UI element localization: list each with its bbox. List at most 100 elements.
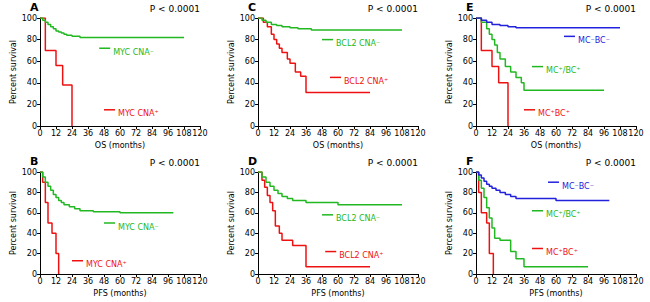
svg-text:12: 12 xyxy=(487,277,497,286)
svg-text:P < 0.0001: P < 0.0001 xyxy=(368,4,418,14)
svg-text:40: 40 xyxy=(27,78,37,87)
svg-text:100: 100 xyxy=(240,14,255,23)
svg-text:24: 24 xyxy=(503,129,513,138)
svg-text:PFS (months): PFS (months) xyxy=(529,289,582,298)
svg-text:40: 40 xyxy=(27,229,37,238)
svg-text:PFS (months): PFS (months) xyxy=(93,289,146,298)
svg-text:48: 48 xyxy=(317,277,327,286)
svg-text:0: 0 xyxy=(37,277,42,286)
svg-text:84: 84 xyxy=(583,129,593,138)
svg-text:A: A xyxy=(30,1,39,14)
svg-text:80: 80 xyxy=(463,188,473,197)
svg-text:20: 20 xyxy=(27,249,37,258)
svg-text:MC⁺/BC⁺: MC⁺/BC⁺ xyxy=(546,66,581,75)
svg-text:60: 60 xyxy=(245,57,255,66)
svg-text:MC⁺BC⁺: MC⁺BC⁺ xyxy=(538,109,570,118)
svg-text:108: 108 xyxy=(612,277,627,286)
svg-text:Percent survival: Percent survival xyxy=(445,191,454,255)
svg-text:80: 80 xyxy=(245,35,255,44)
svg-text:24: 24 xyxy=(67,129,77,138)
svg-text:36: 36 xyxy=(519,277,529,286)
svg-text:F: F xyxy=(466,155,474,168)
svg-text:96: 96 xyxy=(163,277,173,286)
svg-text:120: 120 xyxy=(410,129,425,138)
svg-text:72: 72 xyxy=(131,277,141,286)
svg-text:72: 72 xyxy=(349,277,359,286)
svg-text:72: 72 xyxy=(567,129,577,138)
svg-text:40: 40 xyxy=(245,78,255,87)
svg-text:48: 48 xyxy=(535,277,545,286)
svg-text:120: 120 xyxy=(192,129,207,138)
svg-text:100: 100 xyxy=(458,14,473,23)
svg-text:80: 80 xyxy=(27,188,37,197)
svg-text:60: 60 xyxy=(27,57,37,66)
svg-text:60: 60 xyxy=(245,208,255,217)
svg-text:84: 84 xyxy=(147,277,157,286)
svg-text:MC⁺BC⁺: MC⁺BC⁺ xyxy=(546,248,578,257)
svg-text:108: 108 xyxy=(176,129,191,138)
svg-text:60: 60 xyxy=(115,129,125,138)
svg-text:OS (months): OS (months) xyxy=(313,141,363,150)
svg-text:0: 0 xyxy=(255,129,260,138)
svg-text:60: 60 xyxy=(463,208,473,217)
svg-text:80: 80 xyxy=(245,188,255,197)
svg-text:P < 0.0001: P < 0.0001 xyxy=(586,158,636,168)
svg-text:120: 120 xyxy=(628,277,643,286)
svg-text:Percent survival: Percent survival xyxy=(445,40,454,104)
svg-text:BCL2 CNA⁺: BCL2 CNA⁺ xyxy=(344,77,388,86)
svg-text:PFS (months): PFS (months) xyxy=(311,289,364,298)
svg-text:12: 12 xyxy=(269,277,279,286)
svg-text:96: 96 xyxy=(599,277,609,286)
svg-text:120: 120 xyxy=(410,277,425,286)
svg-text:0: 0 xyxy=(32,122,37,131)
svg-text:OS (months): OS (months) xyxy=(531,141,581,150)
svg-text:96: 96 xyxy=(599,129,609,138)
svg-text:20: 20 xyxy=(245,249,255,258)
svg-text:60: 60 xyxy=(115,277,125,286)
svg-text:0: 0 xyxy=(255,277,260,286)
svg-text:20: 20 xyxy=(463,100,473,109)
svg-text:0: 0 xyxy=(473,129,478,138)
svg-text:12: 12 xyxy=(487,129,497,138)
svg-text:Percent survival: Percent survival xyxy=(9,40,18,104)
svg-text:12: 12 xyxy=(269,129,279,138)
svg-text:0: 0 xyxy=(250,270,255,279)
svg-text:0: 0 xyxy=(32,270,37,279)
svg-text:P < 0.0001: P < 0.0001 xyxy=(586,4,636,14)
svg-text:E: E xyxy=(466,1,474,14)
svg-text:0: 0 xyxy=(250,122,255,131)
svg-text:24: 24 xyxy=(67,277,77,286)
svg-text:100: 100 xyxy=(22,14,37,23)
svg-text:84: 84 xyxy=(365,129,375,138)
svg-text:48: 48 xyxy=(99,129,109,138)
svg-text:80: 80 xyxy=(463,35,473,44)
svg-text:20: 20 xyxy=(463,249,473,258)
svg-text:36: 36 xyxy=(519,129,529,138)
svg-text:MYC CNA⁻: MYC CNA⁻ xyxy=(113,48,154,57)
svg-text:B: B xyxy=(30,155,38,168)
svg-text:48: 48 xyxy=(535,129,545,138)
svg-text:24: 24 xyxy=(285,129,295,138)
svg-text:72: 72 xyxy=(349,129,359,138)
svg-text:20: 20 xyxy=(27,100,37,109)
svg-text:60: 60 xyxy=(27,208,37,217)
svg-text:MYC CNA⁺: MYC CNA⁺ xyxy=(86,260,127,269)
svg-text:84: 84 xyxy=(365,277,375,286)
svg-text:120: 120 xyxy=(192,277,207,286)
svg-text:12: 12 xyxy=(51,129,61,138)
svg-text:96: 96 xyxy=(163,129,173,138)
svg-text:60: 60 xyxy=(551,129,561,138)
svg-text:24: 24 xyxy=(285,277,295,286)
svg-text:MC⁻BC⁻: MC⁻BC⁻ xyxy=(562,182,594,191)
svg-text:0: 0 xyxy=(37,129,42,138)
svg-text:84: 84 xyxy=(583,277,593,286)
svg-text:Percent survival: Percent survival xyxy=(227,191,236,255)
svg-text:P < 0.0001: P < 0.0001 xyxy=(150,4,200,14)
svg-text:60: 60 xyxy=(333,129,343,138)
svg-text:40: 40 xyxy=(463,229,473,238)
svg-text:60: 60 xyxy=(333,277,343,286)
svg-text:60: 60 xyxy=(551,277,561,286)
svg-text:MYC CNA⁻: MYC CNA⁻ xyxy=(118,223,159,232)
svg-text:36: 36 xyxy=(301,129,311,138)
svg-text:P < 0.0001: P < 0.0001 xyxy=(368,158,418,168)
